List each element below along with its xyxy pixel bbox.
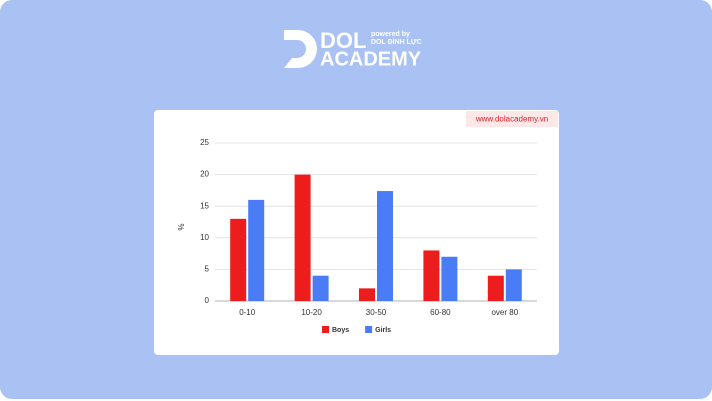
logo-icon <box>284 30 317 68</box>
bar <box>423 250 440 301</box>
legend-swatch <box>365 326 373 333</box>
bar <box>505 269 522 301</box>
bar <box>294 174 311 301</box>
legend-label: Boys <box>332 327 349 334</box>
bar <box>359 288 375 301</box>
logo-sub: ACADEMY <box>320 48 422 70</box>
bar <box>487 275 504 301</box>
x-tick-label: 30-50 <box>366 308 387 317</box>
x-tick-label: 60-80 <box>430 308 451 317</box>
bar <box>377 191 393 301</box>
card <box>154 110 559 355</box>
brand: DOL ĐÌNH LỰC <box>371 37 422 46</box>
logo-text: DOL <box>320 28 366 53</box>
bar <box>230 218 247 301</box>
powered-by: powered by <box>371 31 410 38</box>
x-tick-label: over 80 <box>491 308 518 317</box>
x-tick-label: 10-20 <box>301 308 322 317</box>
legend-swatch <box>322 326 329 333</box>
y-tick-label: 5 <box>205 265 210 274</box>
bar <box>441 256 458 301</box>
y-tick-label: 20 <box>200 170 209 179</box>
y-tick-label: 15 <box>200 201 209 210</box>
y-tick-label: 0 <box>205 296 210 305</box>
y-tick-label: 25 <box>200 138 209 147</box>
y-tick-label: 10 <box>200 233 209 242</box>
y-axis-label: % <box>177 223 186 230</box>
legend-label: Girls <box>375 327 391 334</box>
watermark: www.dolacademy.vn <box>475 115 548 124</box>
bar <box>248 199 265 301</box>
watermark-box <box>466 111 558 127</box>
x-tick-label: 0-10 <box>239 308 256 317</box>
bar <box>312 275 329 301</box>
